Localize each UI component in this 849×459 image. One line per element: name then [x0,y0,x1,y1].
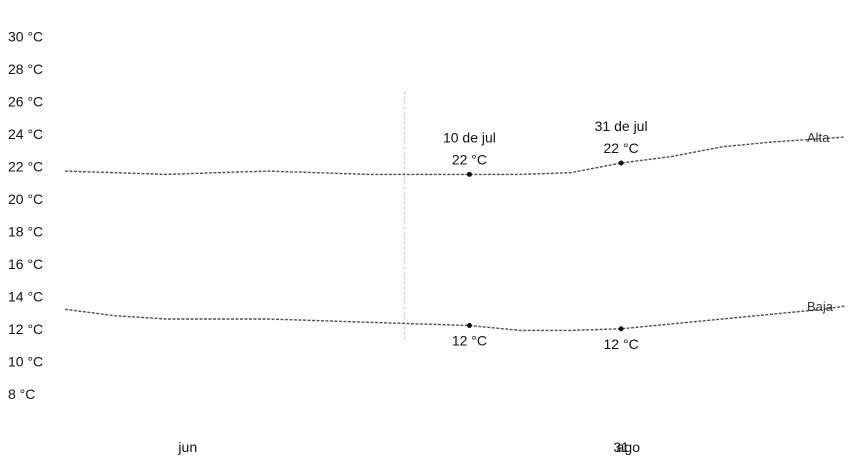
annotation-date: 31 de jul [595,118,648,134]
annotation-high-point [466,171,472,177]
y-tick-label: 28 °C [8,61,43,77]
y-tick-label: 30 °C [8,28,43,44]
x-tick-label: 31 [613,439,629,455]
annotation-low-point [466,323,472,328]
series-line-baja [64,305,846,332]
y-tick-label: 24 °C [8,126,43,142]
series-label-baja: Baja [807,299,834,314]
x-tick-label: jun [177,439,197,455]
y-tick-label: 12 °C [8,321,43,337]
y-tick-label: 22 °C [8,158,43,174]
x-tick-label: ago [617,439,641,455]
y-tick-label: 14 °C [8,288,43,304]
annotation-low-point [618,326,624,332]
annotation-low-value: 12 °C [604,336,639,352]
y-tick-label: 8 °C [8,386,35,402]
annotation-high-point [618,160,624,166]
annotation-date: 10 de jul [443,129,496,145]
y-tick-label: 20 °C [8,191,43,207]
annotation-high-value: 22 °C [452,151,487,167]
series-label-alta: Alta [807,130,830,145]
annotation-high-value: 22 °C [604,140,639,156]
y-tick-label: 16 °C [8,256,43,272]
y-tick-label: 26 °C [8,93,43,109]
y-tick-label: 18 °C [8,223,43,239]
series-line-alta [64,136,846,176]
y-tick-label: 10 °C [8,353,43,369]
annotation-low-value: 12 °C [452,333,487,349]
